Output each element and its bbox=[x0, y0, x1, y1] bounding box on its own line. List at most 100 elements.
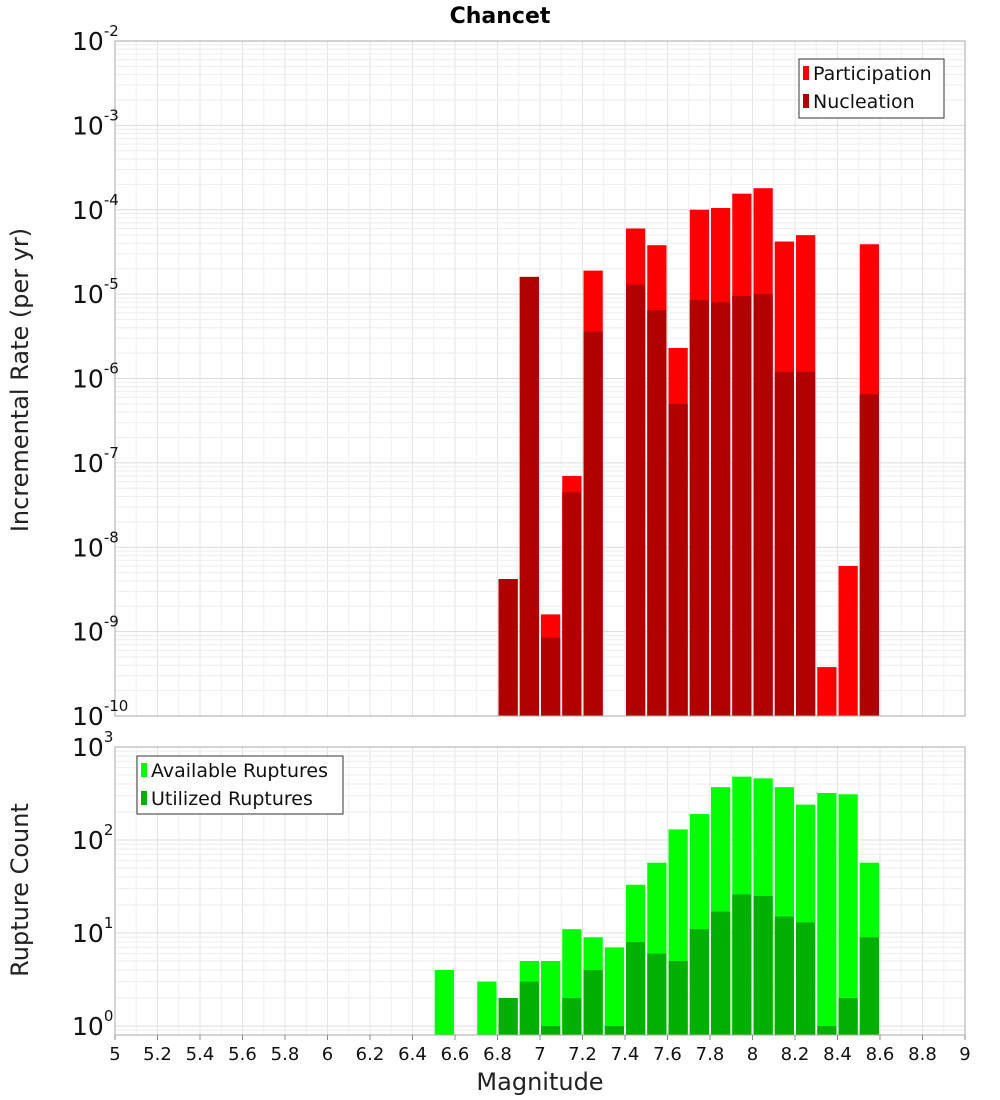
y-tick-label: 100 bbox=[72, 1007, 113, 1041]
y-tick-base: 10 bbox=[72, 702, 104, 731]
y-tick-exponent: 3 bbox=[104, 728, 114, 746]
bar-utilized-ruptures bbox=[562, 997, 582, 1035]
rate-panel-grid bbox=[114, 41, 966, 717]
y-tick-base: 10 bbox=[72, 1012, 104, 1041]
legend-entry: Available Ruptures bbox=[151, 760, 328, 782]
y-tick-exponent: -7 bbox=[104, 444, 119, 462]
x-tick-label: 8.8 bbox=[908, 1044, 937, 1065]
legend-entry: Nucleation bbox=[813, 91, 915, 113]
y-tick-base: 10 bbox=[72, 733, 104, 762]
bar-nucleation bbox=[583, 331, 603, 716]
y-tick-exponent: -10 bbox=[104, 697, 129, 715]
y-tick-exponent: 1 bbox=[104, 914, 114, 932]
chart-title: Chancet bbox=[450, 4, 551, 29]
y-tick-base: 10 bbox=[72, 196, 104, 225]
bar-utilized-ruptures bbox=[647, 953, 667, 1035]
bar-utilized-ruptures bbox=[796, 922, 816, 1035]
x-tick-label: 6 bbox=[322, 1044, 333, 1065]
bar-nucleation bbox=[689, 300, 709, 716]
legend-swatch bbox=[803, 66, 809, 80]
y-tick-exponent: -2 bbox=[104, 22, 119, 40]
y-tick-exponent: -3 bbox=[104, 106, 119, 124]
x-tick-label: 5.8 bbox=[271, 1044, 300, 1065]
legend-box bbox=[136, 755, 344, 815]
x-tick-label: 8.2 bbox=[781, 1044, 810, 1065]
y-tick-base: 10 bbox=[72, 826, 104, 855]
x-tick-label: 6.8 bbox=[483, 1044, 512, 1065]
rate-panel-y-axis-label: Incremental Rate (per yr) bbox=[6, 228, 34, 532]
x-tick-label: 5.4 bbox=[186, 1044, 215, 1065]
y-tick-exponent: -5 bbox=[104, 275, 119, 293]
y-tick-base: 10 bbox=[72, 533, 104, 562]
legend-entry: Utilized Ruptures bbox=[151, 788, 313, 810]
x-tick-label: 5 bbox=[109, 1044, 120, 1065]
bar-nucleation bbox=[562, 492, 582, 716]
x-tick-label: 7.2 bbox=[568, 1044, 597, 1065]
legend-swatch bbox=[141, 791, 147, 805]
legend-swatch bbox=[141, 763, 147, 777]
bar-utilized-ruptures bbox=[498, 997, 518, 1035]
x-tick-label: 8.6 bbox=[866, 1044, 895, 1065]
bar-utilized-ruptures bbox=[541, 1025, 561, 1035]
x-tick-label: 5.6 bbox=[228, 1044, 257, 1065]
legend-box bbox=[798, 58, 945, 119]
bar-utilized-ruptures bbox=[668, 960, 688, 1035]
x-tick-label: 5.2 bbox=[143, 1044, 172, 1065]
bar-nucleation bbox=[796, 371, 816, 716]
y-tick-exponent: -4 bbox=[104, 191, 119, 209]
rate-panel-legend: Participation Nucleation bbox=[798, 58, 945, 119]
count-panel-bars bbox=[434, 776, 879, 1035]
legend-swatch bbox=[803, 94, 809, 108]
y-tick-base: 10 bbox=[72, 280, 104, 309]
bar-utilized-ruptures bbox=[583, 969, 603, 1035]
y-tick-label: 10-6 bbox=[72, 360, 119, 394]
y-tick-label: 10-2 bbox=[72, 22, 119, 56]
x-axis-label: Magnitude bbox=[476, 1068, 603, 1096]
y-tick-label: 10-3 bbox=[72, 106, 119, 140]
bar-utilized-ruptures bbox=[859, 937, 879, 1035]
y-tick-label: 103 bbox=[72, 728, 113, 762]
bar-available-ruptures bbox=[604, 947, 624, 1035]
bar-utilized-ruptures bbox=[838, 997, 858, 1035]
y-tick-label: 10-5 bbox=[72, 275, 119, 309]
bar-utilized-ruptures bbox=[711, 911, 731, 1035]
bar-utilized-ruptures bbox=[774, 916, 794, 1035]
y-tick-label: 10-9 bbox=[72, 613, 119, 647]
y-tick-base: 10 bbox=[72, 365, 104, 394]
y-tick-exponent: -9 bbox=[104, 613, 119, 631]
y-tick-label: 10-8 bbox=[72, 528, 119, 562]
y-tick-base: 10 bbox=[72, 449, 104, 478]
x-tick-label: 7.4 bbox=[611, 1044, 640, 1065]
rate-panel-frame bbox=[114, 40, 966, 717]
bar-available-ruptures bbox=[541, 960, 561, 1035]
y-tick-exponent: -6 bbox=[104, 360, 119, 378]
y-tick-label: 101 bbox=[72, 914, 113, 948]
y-tick-exponent: 0 bbox=[104, 1007, 114, 1025]
bar-nucleation bbox=[859, 394, 879, 716]
bar-available-ruptures bbox=[817, 793, 837, 1035]
bar-utilized-ruptures bbox=[753, 895, 773, 1035]
bar-nucleation bbox=[519, 276, 539, 716]
x-tick-label: 7 bbox=[534, 1044, 545, 1065]
x-tick-label: 6.4 bbox=[398, 1044, 427, 1065]
x-tick-label: 7.8 bbox=[696, 1044, 725, 1065]
bar-nucleation bbox=[668, 403, 688, 716]
x-tick-label: 8.4 bbox=[823, 1044, 852, 1065]
y-tick-exponent: 2 bbox=[104, 821, 114, 839]
bar-nucleation bbox=[774, 371, 794, 716]
y-tick-exponent: -8 bbox=[104, 528, 119, 546]
x-tick-label: 8 bbox=[747, 1044, 758, 1065]
bar-available-ruptures bbox=[838, 794, 858, 1035]
bar-utilized-ruptures bbox=[626, 942, 646, 1035]
bar-utilized-ruptures bbox=[689, 929, 709, 1035]
y-tick-base: 10 bbox=[72, 919, 104, 948]
bar-nucleation bbox=[732, 296, 752, 716]
bar-utilized-ruptures bbox=[604, 1025, 624, 1035]
rate-panel-bars bbox=[498, 188, 879, 717]
y-tick-label: 102 bbox=[72, 821, 113, 855]
